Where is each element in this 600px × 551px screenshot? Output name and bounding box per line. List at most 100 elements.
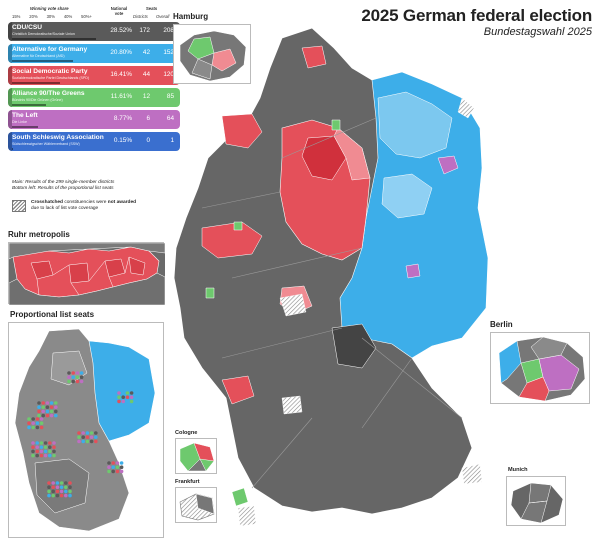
seat-dot	[129, 391, 134, 395]
party-subtitle: Alternative für Deutschland (AfD)	[12, 54, 65, 58]
seat-dot	[51, 493, 55, 498]
note-main: Main: Results of the 299 single-member d…	[12, 180, 115, 185]
seat-dot	[85, 431, 90, 435]
seat-dot	[125, 395, 130, 399]
proportional-inset	[8, 322, 164, 538]
party-districts: 0	[146, 137, 150, 144]
party-color-strip	[8, 44, 12, 63]
seat-dot	[27, 417, 31, 421]
seat-dot	[68, 481, 72, 485]
party-color-strip	[8, 88, 12, 107]
map-title: 2025 German federal election	[361, 6, 592, 25]
seat-dot	[125, 399, 130, 404]
party-color-strip	[8, 110, 12, 129]
hatch-text: Crosshatched constituencies were not awa…	[31, 200, 136, 212]
party-vote-bar	[12, 126, 38, 128]
cdu-east-dark	[331, 323, 377, 369]
seat-dot	[85, 439, 90, 444]
seat-dot	[75, 379, 80, 384]
hatch-bold: Crosshatched	[31, 200, 63, 205]
ruhr-label: Ruhr metropolis	[8, 230, 70, 239]
seat-dot	[31, 449, 35, 454]
seat-dot	[121, 391, 125, 395]
districts-label: Districts	[133, 14, 148, 19]
left-leipzig	[405, 263, 421, 279]
greens-freiburg	[231, 487, 249, 507]
seat-dot	[47, 493, 51, 498]
seat-dot	[111, 461, 115, 465]
seat-dot	[35, 417, 40, 421]
seat-dot	[75, 371, 80, 375]
tick-label: 40%	[63, 14, 73, 19]
party-overall: 64	[166, 115, 174, 122]
seat-dot	[48, 453, 52, 458]
seat-dot	[39, 417, 44, 421]
party-vote: 16.41%	[110, 71, 132, 78]
seat-dot	[45, 405, 50, 409]
seat-dot	[94, 435, 98, 439]
hatched-area	[281, 395, 303, 415]
hatched-area	[279, 293, 307, 317]
map-subtitle: Bundestagswahl 2025	[483, 26, 592, 38]
seat-dot	[51, 489, 55, 494]
proportional-label: Proportional list seats	[10, 310, 95, 319]
seat-dot	[107, 461, 111, 465]
seat-dot	[89, 439, 94, 444]
party-districts: 6	[146, 115, 150, 122]
party-districts: 42	[142, 49, 150, 56]
seat-dot	[64, 481, 68, 485]
seat-dot	[89, 435, 94, 439]
seat-dot	[39, 421, 44, 425]
seat-dot	[54, 409, 58, 414]
seat-dot	[27, 421, 31, 425]
greens-west	[205, 221, 243, 299]
party-row: The Left Die Linke 8.77% 6 64	[8, 110, 180, 129]
seat-dot	[68, 489, 72, 494]
seat-dot	[39, 425, 44, 430]
party-color-strip	[8, 132, 12, 151]
seat-dot	[71, 375, 75, 379]
seat-dot	[35, 425, 40, 430]
seat-dot	[71, 379, 75, 384]
party-name: The Left	[12, 112, 38, 119]
seat-dot	[48, 449, 52, 454]
seat-dot	[59, 493, 64, 498]
greens-hh	[331, 119, 341, 131]
seat-dot	[67, 375, 71, 379]
national-vote-label: National vote	[110, 6, 128, 16]
seat-dot	[115, 469, 120, 474]
party-color-strip	[8, 66, 12, 85]
afd-light-mid	[381, 173, 433, 219]
seat-dot	[37, 405, 41, 409]
seat-dot	[37, 409, 41, 414]
party-row: South Schleswig Association Südschleswigs…	[8, 132, 180, 151]
seat-dot	[117, 391, 121, 395]
vote-share-ticks: 15% 20% 30% 40% 50%+	[12, 14, 92, 19]
seat-dot	[111, 469, 115, 474]
party-districts: 172	[139, 27, 150, 34]
seat-dot	[71, 371, 75, 375]
party-name: Alliance 90/The Greens	[12, 90, 85, 97]
seat-dot	[52, 445, 56, 449]
berlin-label: Berlin	[490, 320, 513, 329]
seat-dot	[49, 413, 54, 418]
seat-dot	[119, 465, 124, 469]
seat-dot	[129, 395, 134, 399]
seat-dot	[59, 489, 64, 494]
party-subtitle: Die Linke	[12, 120, 27, 124]
seat-dot	[68, 485, 72, 489]
seat-dot	[35, 449, 39, 454]
munich-label: Munich	[508, 467, 528, 473]
seat-dots	[27, 371, 134, 498]
seat-dot	[107, 465, 111, 469]
tick-label: 15%	[12, 14, 21, 19]
seat-dot	[49, 405, 54, 409]
seat-dot	[39, 453, 44, 458]
seat-dot	[55, 493, 60, 498]
hatch-note: Crosshatched constituencies were not awa…	[12, 200, 136, 212]
party-vote: 0.15%	[113, 137, 132, 144]
munich-map	[510, 482, 564, 524]
party-row: CDU/CSU Christlich Demokratische/Soziale …	[8, 22, 180, 41]
party-row: Alternative for Germany Alternative für D…	[8, 44, 180, 63]
party-vote: 28.52%	[110, 27, 132, 34]
